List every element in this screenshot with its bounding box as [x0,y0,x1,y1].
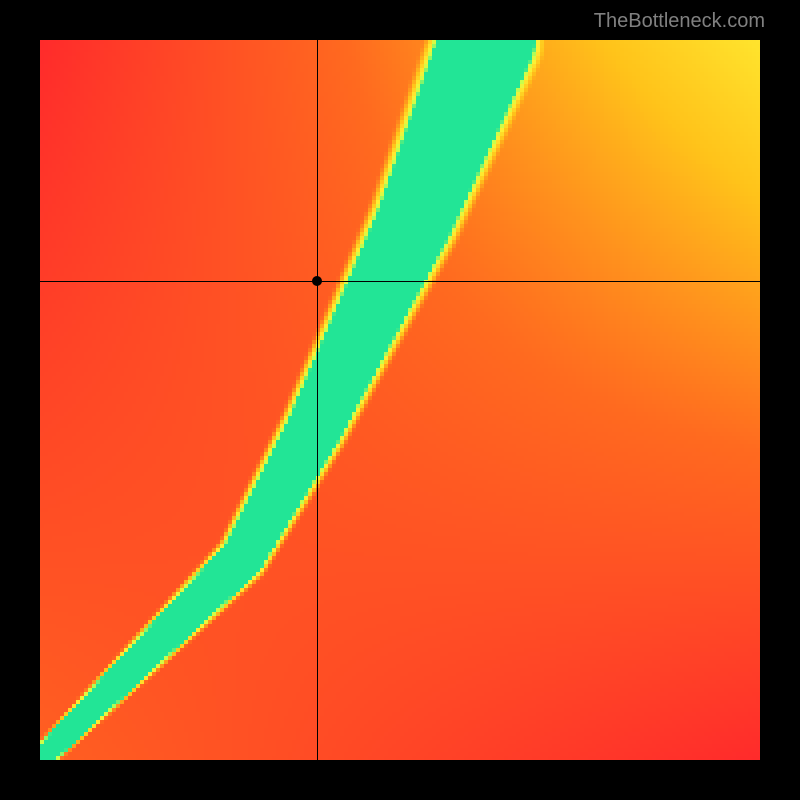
crosshair-marker-dot [312,276,322,286]
heatmap-canvas [40,40,760,760]
crosshair-horizontal [40,281,760,282]
heatmap-plot-area [40,40,760,760]
crosshair-vertical [317,40,318,760]
watermark: TheBottleneck.com [594,10,765,33]
